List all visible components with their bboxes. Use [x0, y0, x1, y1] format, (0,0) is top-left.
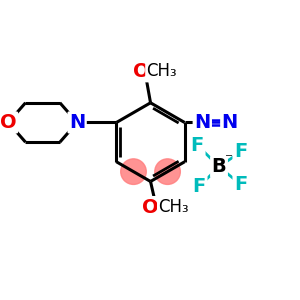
Text: O: O — [134, 62, 150, 81]
Text: F: F — [193, 177, 206, 196]
Text: O: O — [0, 113, 16, 132]
Text: CH₃: CH₃ — [146, 62, 177, 80]
Text: CH₃: CH₃ — [158, 198, 188, 216]
Text: N: N — [222, 113, 238, 132]
Text: F: F — [191, 136, 204, 154]
Text: F: F — [234, 142, 247, 161]
Text: F: F — [234, 175, 247, 194]
Text: O: O — [142, 197, 159, 217]
Text: N: N — [69, 113, 85, 132]
Text: B: B — [212, 157, 226, 176]
Circle shape — [121, 159, 146, 184]
Text: N: N — [194, 113, 210, 132]
Text: ⁻: ⁻ — [225, 152, 233, 166]
Circle shape — [155, 159, 180, 184]
